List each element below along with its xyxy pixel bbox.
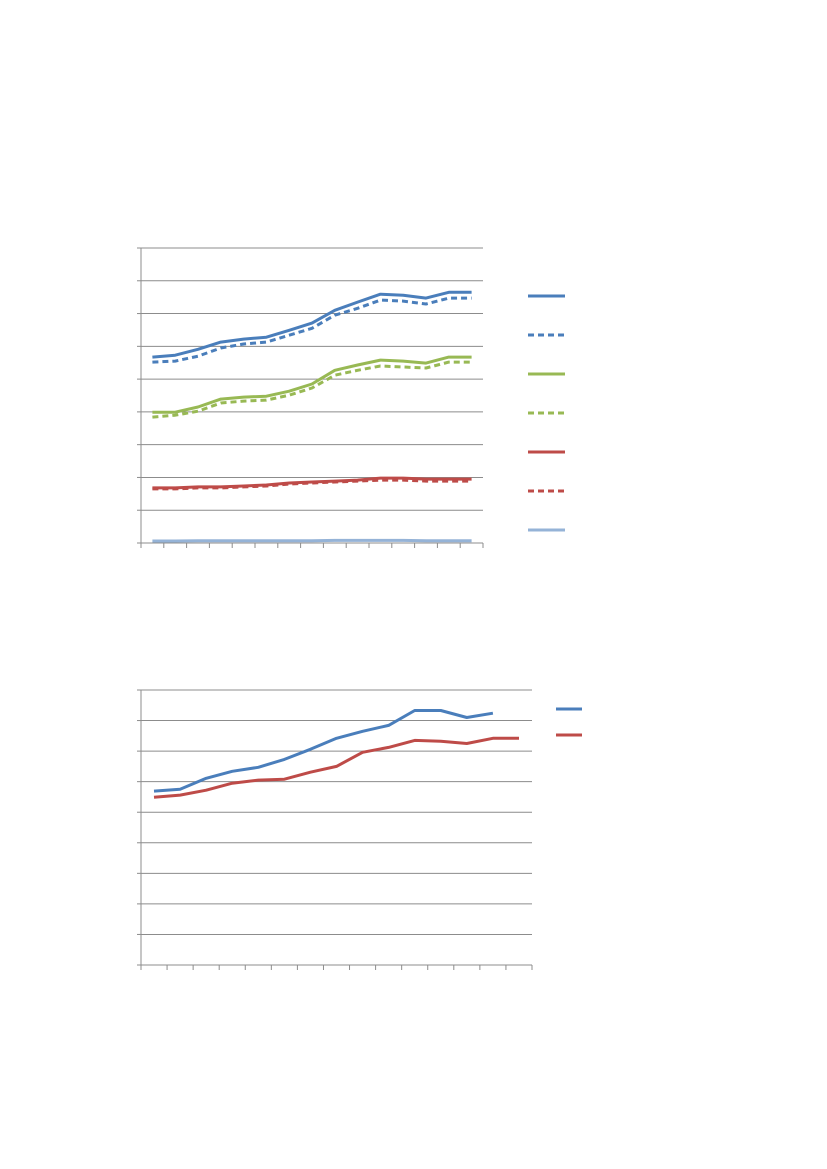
series-line [152, 290, 472, 359]
series-line [152, 538, 472, 543]
series-line [152, 296, 472, 364]
series-line [153, 709, 494, 793]
series-line [153, 736, 519, 799]
series-line [152, 360, 472, 419]
series-line [152, 478, 472, 491]
series-line [152, 355, 472, 414]
